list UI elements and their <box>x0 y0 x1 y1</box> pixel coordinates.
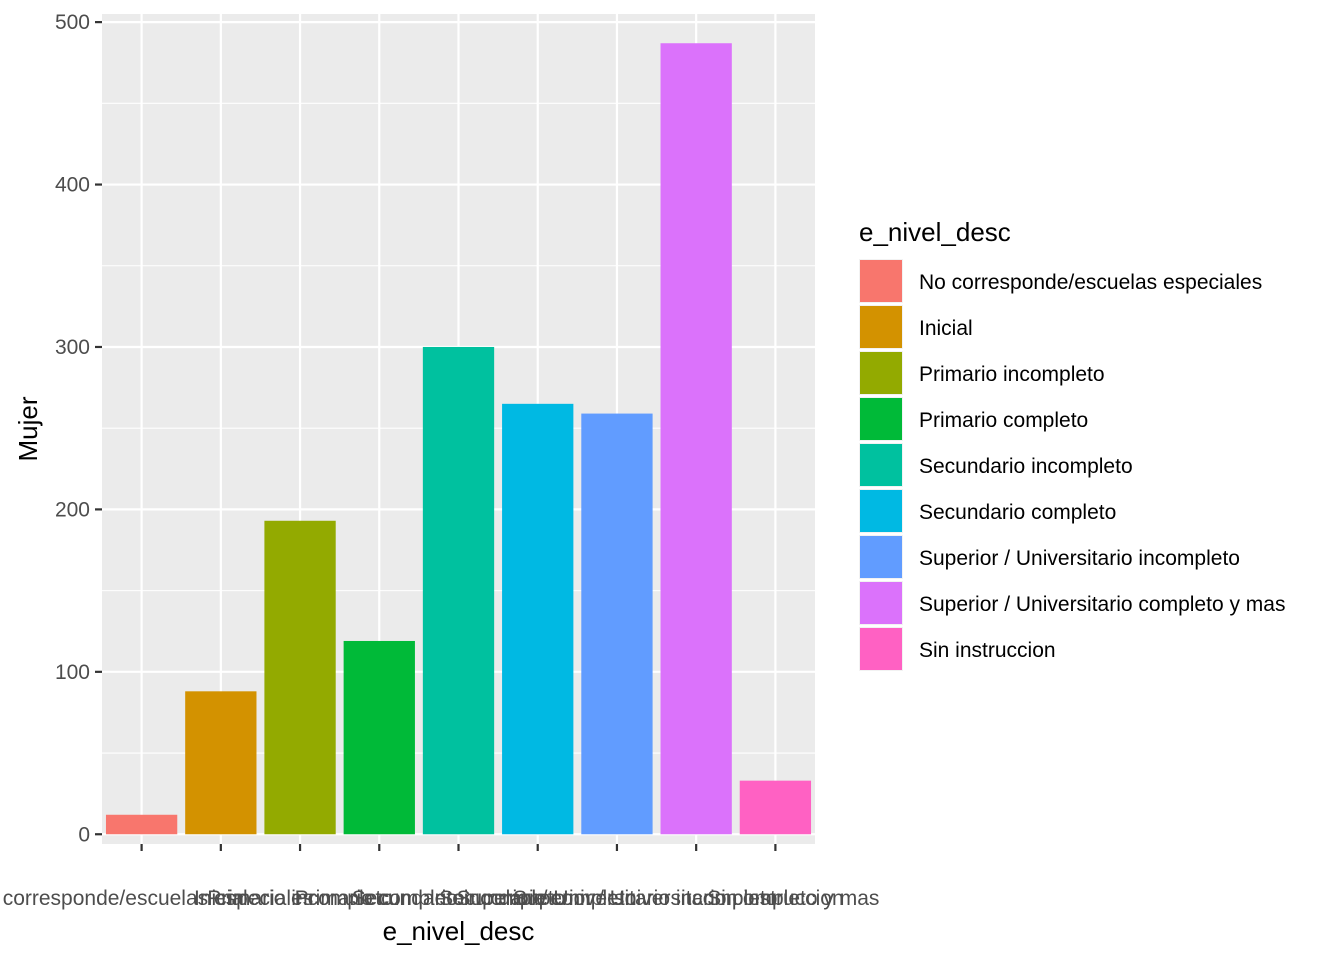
y-tick-label: 200 <box>55 498 90 521</box>
legend-swatch <box>860 398 902 440</box>
legend-title: e_nivel_desc <box>859 217 1011 247</box>
legend-label: Secundario incompleto <box>919 455 1133 478</box>
x-tick-label: Superior / Universitario incompleto <box>456 887 777 910</box>
legend-label: Primario incompleto <box>919 363 1105 386</box>
legend-item: Primario incompleto <box>859 351 1105 395</box>
bar <box>422 346 495 835</box>
x-tick-label: No corresponde/escuelas especiales <box>0 887 313 910</box>
legend: e_nivel_desc No corresponde/escuelas esp… <box>859 217 1285 671</box>
bar <box>343 640 415 835</box>
y-axis: 0 100 200 300 400 500 <box>55 11 102 846</box>
x-axis: No corresponde/escuelas especialesInicia… <box>0 844 879 910</box>
y-tick-label: 0 <box>78 823 90 846</box>
legend-item: No corresponde/escuelas especiales <box>859 259 1262 303</box>
y-tick-label: 100 <box>55 661 90 684</box>
legend-label: Superior / Universitario completo y mas <box>919 593 1285 616</box>
x-tick-label: Primario completo <box>295 887 464 910</box>
x-tick-label: Inicial <box>194 887 248 910</box>
x-tick-label: Primario incompleto <box>207 887 393 910</box>
x-tick-label: Secundario completo <box>439 887 636 910</box>
legend-label: Secundario completo <box>919 501 1116 524</box>
legend-label: No corresponde/escuelas especiales <box>919 271 1262 294</box>
bar <box>739 780 812 835</box>
bar <box>264 520 336 835</box>
bar <box>581 413 653 835</box>
legend-swatch <box>860 306 902 348</box>
x-tick-label: Secundario incompleto <box>352 887 566 910</box>
legend-items: No corresponde/escuelas especiales Inicia… <box>859 259 1285 671</box>
legend-label: Inicial <box>919 317 973 340</box>
legend-label: Sin instruccion <box>919 639 1056 662</box>
legend-item: Superior / Universitario incompleto <box>859 535 1240 579</box>
y-tick-label: 500 <box>55 11 90 34</box>
y-axis-title: Mujer <box>13 396 43 461</box>
legend-swatch <box>860 444 902 486</box>
legend-item: Secundario incompleto <box>859 443 1133 487</box>
x-tick-label: Sin instruccion <box>707 887 844 910</box>
legend-item: Inicial <box>859 305 973 349</box>
legend-item: Secundario completo <box>859 489 1116 533</box>
bar <box>502 403 574 835</box>
y-tick-label: 400 <box>55 174 90 197</box>
legend-item: Superior / Universitario completo y mas <box>859 581 1285 625</box>
legend-swatch <box>860 352 902 394</box>
legend-swatch <box>860 490 902 532</box>
x-tick-label: Superior / Universitario completo y mas <box>513 887 879 910</box>
legend-swatch <box>860 536 902 578</box>
legend-swatch <box>860 260 902 302</box>
x-axis-title: e_nivel_desc <box>383 916 535 946</box>
bar <box>660 43 732 835</box>
legend-item: Primario completo <box>859 397 1088 441</box>
bars <box>105 43 812 835</box>
legend-swatch <box>860 628 902 670</box>
legend-label: Superior / Universitario incompleto <box>919 547 1240 570</box>
bar <box>185 691 257 835</box>
legend-swatch <box>860 582 902 624</box>
legend-item: Sin instruccion <box>859 627 1056 671</box>
bar <box>105 814 178 835</box>
y-tick-label: 300 <box>55 336 90 359</box>
legend-label: Primario completo <box>919 409 1088 432</box>
